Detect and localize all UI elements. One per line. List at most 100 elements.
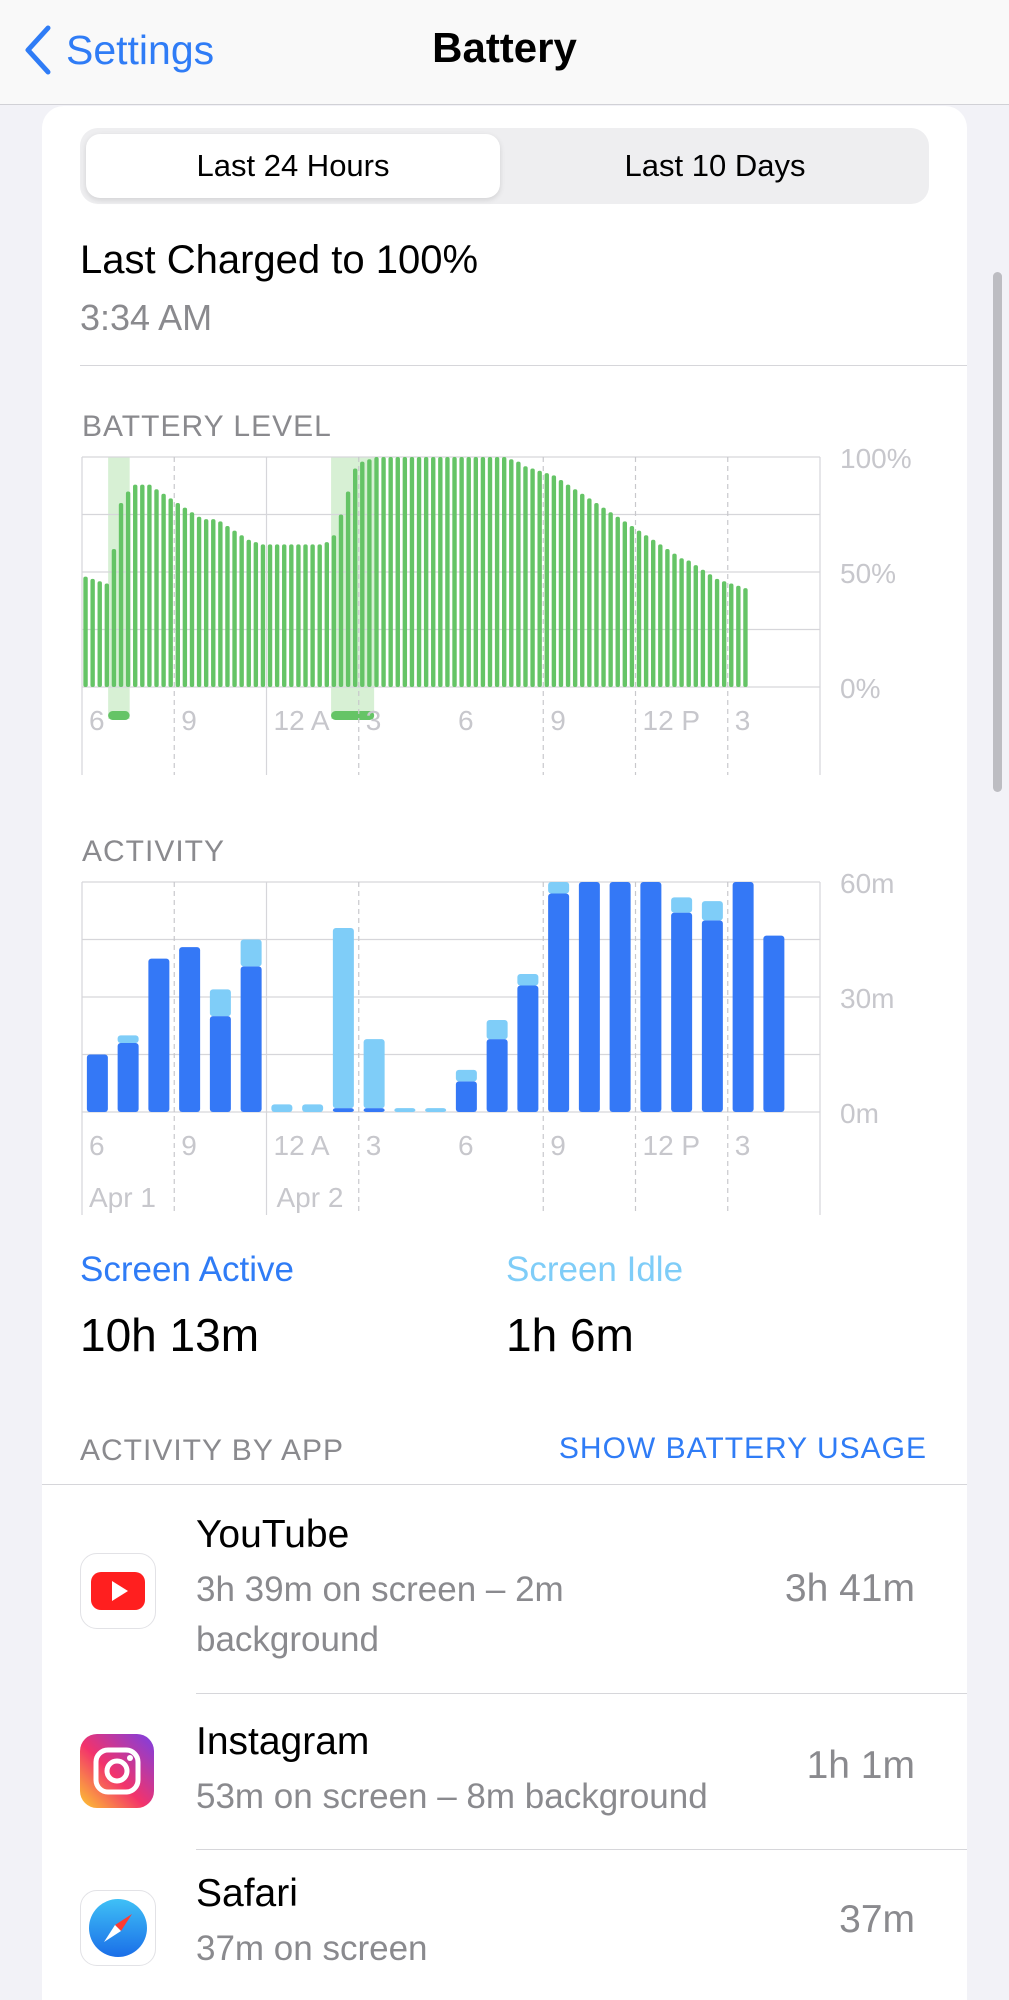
scrollbar[interactable] [993, 272, 1002, 792]
battery-level-bar [282, 544, 287, 687]
x-tick-label: 6 [89, 705, 105, 736]
battery-level-bar [693, 565, 698, 687]
battery-level-bar [707, 574, 713, 687]
screen-idle-bar [271, 1104, 293, 1112]
battery-level-bar [572, 489, 578, 687]
screen-idle-value: 1h 6m [506, 1309, 634, 1361]
app-row-instagram[interactable]: Instagram 53m on screen – 8m background … [42, 1694, 967, 1849]
app-usage-detail: 3h 39m on screen – 2m background [196, 1570, 564, 1659]
x-tick-label: 9 [181, 705, 197, 736]
screen-idle-bar [671, 897, 693, 913]
divider [80, 365, 967, 366]
battery-level-bar [423, 457, 429, 687]
app-name: Instagram [196, 1720, 370, 1763]
screen-idle-bar [701, 901, 723, 921]
battery-level-bar [296, 544, 301, 687]
battery-level-heading: BATTERY LEVEL [82, 410, 332, 443]
battery-level-bar [537, 470, 542, 687]
battery-level-bar [239, 535, 244, 687]
back-button[interactable]: Settings [22, 22, 214, 78]
screen-active-stat: Screen Active 10h 13m [80, 1250, 294, 1362]
date-label: Apr 2 [277, 1182, 344, 1213]
battery-level-bar [466, 457, 471, 687]
screen-active-bar [548, 893, 570, 1112]
navigation-bar: Settings Battery [0, 0, 1009, 105]
battery-level-bar [274, 544, 280, 687]
battery-level-bar [381, 457, 386, 687]
activity-heading: ACTIVITY [82, 835, 226, 868]
battery-level-bar [154, 489, 159, 687]
battery-level-bar [225, 526, 230, 687]
screen-active-bar [209, 1016, 231, 1112]
battery-level-bar [409, 457, 415, 687]
battery-level-bar [175, 503, 180, 687]
y-tick-label: 0m [840, 1098, 879, 1129]
battery-level-bar [324, 542, 330, 687]
screen-idle-bar [363, 1039, 385, 1109]
battery-level-bar [111, 549, 117, 687]
screen-idle-bar [486, 1020, 508, 1040]
battery-level-bar [140, 484, 145, 687]
battery-level-bar [530, 468, 535, 687]
page-title: Battery [432, 24, 577, 71]
battery-level-bar [516, 461, 521, 687]
battery-level-bar [360, 461, 365, 687]
screen-active-bar [578, 882, 600, 1112]
screen-idle-stat: Screen Idle 1h 6m [506, 1250, 683, 1362]
battery-level-bar [700, 569, 706, 687]
screen-active-bar [671, 912, 693, 1112]
last-charged-title: Last Charged to 100% [80, 238, 479, 282]
battery-level-bar [686, 560, 691, 687]
divider [196, 1693, 967, 1694]
instagram-icon [80, 1734, 154, 1808]
battery-level-bar [104, 583, 110, 687]
battery-level-bar [587, 498, 592, 687]
screen-active-bar [363, 1108, 385, 1112]
x-tick-label: 12 P [643, 1130, 701, 1161]
screen-idle-bar [394, 1108, 416, 1112]
divider [42, 1484, 967, 1485]
battery-level-bar [211, 519, 216, 687]
screen-active-bar [148, 958, 170, 1112]
screen-active-bar [86, 1054, 108, 1112]
charging-period-band [331, 457, 375, 719]
charging-indicator [331, 711, 375, 720]
x-tick-label: 12 P [643, 705, 701, 736]
battery-level-bar [601, 507, 606, 687]
date-label: Apr 1 [89, 1182, 156, 1213]
screen-idle-bar [517, 974, 539, 986]
battery-level-bar [303, 544, 308, 687]
battery-level-bar [615, 516, 620, 687]
battery-level-bar [246, 539, 251, 687]
battery-level-bar [83, 576, 88, 687]
battery-level-bar [118, 503, 124, 687]
battery-level-bar [487, 457, 493, 687]
battery-level-bar [636, 530, 642, 687]
battery-level-bar [402, 457, 408, 687]
battery-level-bar [643, 535, 649, 687]
last-charged-time: 3:34 AM [80, 297, 213, 338]
app-name: YouTube [196, 1513, 350, 1556]
y-tick-label: 50% [840, 558, 896, 589]
app-row-youtube[interactable]: YouTube 3h 39m on screen – 2m background… [42, 1485, 967, 1693]
battery-level-chart: 100% 50% 0% 6 9 12 A 3 6 9 12 P 3 [81, 445, 912, 775]
battery-level-bar [594, 503, 599, 687]
battery-level-bar [182, 507, 188, 687]
screen-idle-bar [240, 939, 262, 967]
screen-active-bar [517, 985, 539, 1112]
screen-active-bar [640, 882, 662, 1112]
screen-active-bar [609, 882, 631, 1112]
show-battery-usage-button[interactable]: SHOW BATTERY USAGE [558, 1432, 927, 1465]
battery-level-bar [338, 514, 344, 687]
chevron-left-icon [25, 25, 51, 75]
app-row-safari[interactable]: Safari 37m on screen 37m [42, 1850, 967, 2000]
segment-last-24-hours[interactable]: Last 24 Hours [86, 134, 500, 198]
youtube-icon [80, 1553, 156, 1629]
x-tick-label: 3 [735, 1130, 751, 1161]
battery-level-bar [523, 466, 528, 687]
segment-last-10-days[interactable]: Last 10 Days [624, 148, 806, 183]
battery-level-bar [544, 473, 549, 687]
back-label: Settings [66, 26, 215, 73]
app-usage-time: 37m [839, 1898, 915, 1941]
y-tick-label: 0% [840, 673, 880, 704]
